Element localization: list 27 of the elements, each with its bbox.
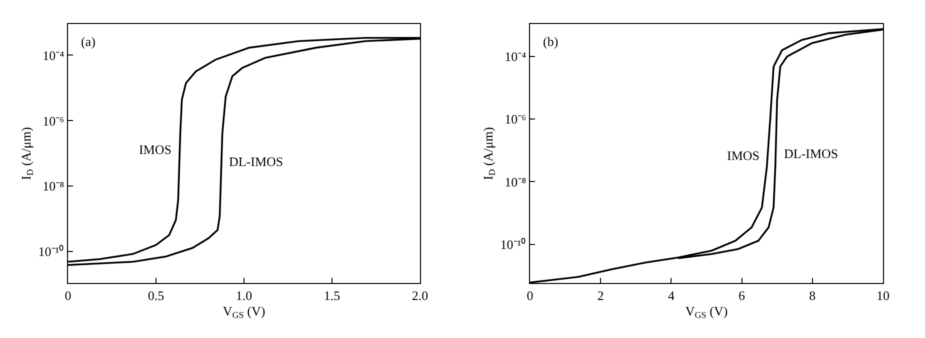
y-tick-label: 10⁻⁶ (42, 113, 64, 128)
x-axis-title: V$_{GS}$ (V) (222, 303, 266, 320)
y-tick-label: 10⁻⁶ (504, 112, 526, 127)
x-tick-label: 0 (526, 288, 534, 303)
y-tick-label: 10⁻⁸ (42, 178, 65, 194)
x-tick-label: 1.0 (236, 288, 252, 303)
y-tick-label: 10⁻⁴ (42, 48, 65, 63)
series-label: DL-IMOS (784, 146, 838, 161)
y-tick-label: 10⁻⁸ (504, 174, 527, 190)
x-tick-label: 1.5 (324, 288, 340, 303)
x-tick-label: 6 (738, 288, 746, 303)
y-tick-label: 10⁻¹⁰ (38, 244, 64, 260)
series-label: DL-IMOS (229, 154, 284, 169)
x-tick-label: 0 (64, 288, 72, 303)
series-label: IMOS (139, 142, 172, 157)
text: (b) (543, 34, 558, 49)
y-tick-label: 10⁻⁴ (504, 49, 527, 64)
series-label: IMOS (727, 148, 760, 163)
x-tick-label: 0.5 (148, 288, 164, 303)
y-tick-label: 10⁻¹⁰ (500, 236, 526, 252)
x-tick-label: 10 (876, 288, 890, 303)
x-tick-label: 8 (809, 288, 816, 303)
x-tick-label: 2 (597, 288, 604, 303)
x-tick-label: 2.0 (412, 288, 428, 303)
x-tick-label: 4 (668, 288, 675, 303)
text: (a) (81, 34, 96, 49)
x-axis-title: V$_{GS}$ (V) (685, 303, 728, 320)
